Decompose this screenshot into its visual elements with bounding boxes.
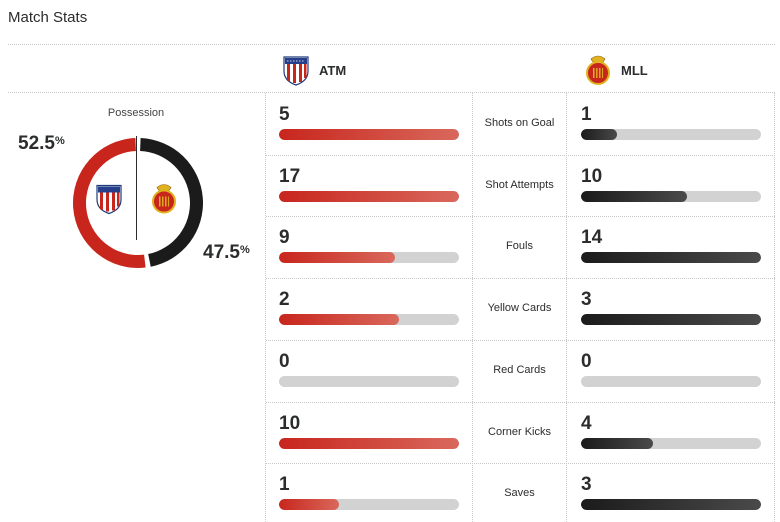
team-header-away: MLL [585, 53, 648, 87]
column-divider [774, 93, 775, 522]
divider [8, 44, 775, 45]
stat-bar-away [581, 314, 761, 325]
stat-bar-fill-away [581, 499, 761, 510]
stat-value-home: 2 [279, 289, 290, 310]
stat-bar-fill-home [279, 499, 339, 510]
stat-label: Red Cards [493, 364, 546, 376]
row-divider [266, 278, 775, 279]
stat-bar-home [279, 129, 459, 140]
possession-label: Possession [107, 107, 165, 119]
possession-away-value: 47.5% [203, 242, 250, 263]
possession-arc-home [72, 138, 146, 268]
stat-bar-away [581, 129, 761, 140]
stat-bar-fill-away [581, 314, 761, 325]
stat-value-home: 9 [279, 227, 290, 248]
stat-label: Saves [504, 487, 535, 499]
stat-bar-home [279, 191, 459, 202]
stat-value-away: 1 [581, 104, 592, 125]
stat-bar-fill-home [279, 314, 400, 325]
atletico-madrid-crest-icon [283, 54, 309, 86]
stat-bar-fill-home [279, 191, 459, 202]
possession-donut-chart [72, 138, 203, 268]
stat-bar-fill-home [279, 129, 459, 140]
stat-value-away: 3 [581, 474, 592, 495]
stat-value-home: 17 [279, 166, 301, 187]
stat-label: Shots on Goal [484, 117, 555, 129]
column-divider [566, 93, 567, 522]
mallorca-crest-icon [585, 54, 611, 86]
divider [8, 92, 775, 93]
row-divider [266, 463, 775, 464]
stat-bar-home [279, 376, 459, 387]
stat-bar-fill-home [279, 438, 459, 449]
stat-bar-fill-away [581, 191, 687, 202]
stat-value-home: 10 [279, 413, 301, 434]
possession-panel: Possession 52.5% 47.5% [8, 93, 264, 273]
stat-bar-home [279, 438, 459, 449]
possession-divider [136, 136, 137, 240]
possession-home-value: 52.5% [18, 133, 65, 154]
stat-bar-home [279, 314, 459, 325]
team-header-home: ATM [283, 53, 346, 87]
stat-bar-home [279, 252, 459, 263]
stat-bar-fill-away [581, 438, 653, 449]
stat-bar-fill-home [279, 252, 395, 263]
column-divider [265, 93, 266, 522]
stat-value-home: 1 [279, 474, 290, 495]
atletico-madrid-crest-icon [96, 182, 122, 215]
stat-bar-fill-away [581, 252, 761, 263]
stat-label: Yellow Cards [487, 302, 552, 314]
row-divider [266, 340, 775, 341]
stat-value-away: 10 [581, 166, 603, 187]
stat-label: Corner Kicks [488, 426, 551, 438]
row-divider [266, 402, 775, 403]
stat-value-away: 4 [581, 413, 592, 434]
page-title: Match Stats [8, 9, 88, 26]
stat-label: Shot Attempts [485, 179, 554, 191]
team-abbr-home: ATM [319, 62, 347, 78]
stat-bar-away [581, 438, 761, 449]
row-divider [266, 216, 775, 217]
stat-value-away: 0 [581, 351, 592, 372]
stat-value-away: 14 [581, 227, 603, 248]
column-divider [472, 93, 473, 522]
stat-bar-away [581, 499, 761, 510]
stat-bar-fill-away [581, 129, 617, 140]
possession-arc-away [140, 138, 203, 267]
stat-label: Fouls [506, 240, 533, 252]
row-divider [266, 155, 775, 156]
stat-value-home: 0 [279, 351, 290, 372]
stat-bar-home [279, 499, 459, 510]
mallorca-crest-icon [151, 182, 177, 215]
stat-bar-away [581, 252, 761, 263]
stat-value-home: 5 [279, 104, 290, 125]
stat-bar-away [581, 191, 761, 202]
stat-value-away: 3 [581, 289, 592, 310]
team-abbr-away: MLL [621, 62, 648, 78]
stat-bar-away [581, 376, 761, 387]
